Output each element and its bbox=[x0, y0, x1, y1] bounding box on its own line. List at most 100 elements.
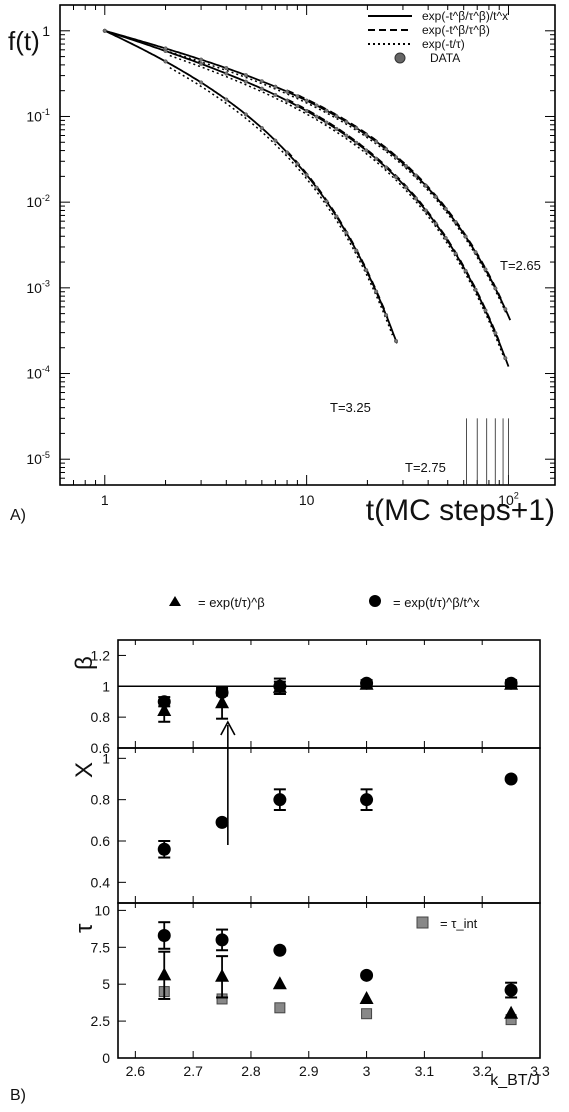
y-tick-label: 0 bbox=[102, 1050, 110, 1066]
triangle-point bbox=[504, 1005, 519, 1019]
x-tick-label: 10 bbox=[299, 492, 315, 508]
row-y-title: β bbox=[71, 656, 98, 670]
tau-int-square bbox=[361, 1008, 373, 1020]
curves bbox=[102, 28, 512, 485]
y-tick-label: 0.8 bbox=[91, 792, 111, 808]
panel-a-frame bbox=[59, 4, 556, 486]
y-tick-label: 0.6 bbox=[91, 833, 111, 849]
data-point bbox=[384, 147, 389, 152]
data-point bbox=[314, 103, 319, 108]
panel-a-decay-plot: 1 10 102 1 10-1 10-2 10-3 10-4 10-5 f(t) t(MC step… bbox=[8, 4, 556, 527]
arrow-head bbox=[220, 720, 236, 736]
x-tick-label: 2.7 bbox=[183, 1063, 203, 1079]
data-point bbox=[443, 206, 448, 211]
data-point bbox=[354, 248, 359, 253]
y-tick-label: 5 bbox=[102, 976, 110, 992]
data-point bbox=[394, 175, 399, 180]
y-tick-label: 10-1 bbox=[26, 107, 50, 124]
fit-curve-dashed bbox=[286, 89, 502, 299]
data-point bbox=[403, 185, 408, 190]
data-point bbox=[423, 208, 428, 213]
triangle-point bbox=[215, 968, 230, 982]
data-point bbox=[304, 98, 309, 103]
data-point bbox=[364, 132, 369, 137]
circle-point bbox=[360, 968, 374, 982]
curve-label: T=3.25 bbox=[330, 400, 371, 415]
data-point bbox=[259, 86, 264, 91]
x-axis-title: k_BT/J bbox=[490, 1072, 540, 1089]
circle-point bbox=[215, 933, 229, 947]
data-point bbox=[314, 114, 319, 119]
circle-point bbox=[504, 983, 518, 997]
data-point bbox=[273, 138, 278, 143]
y-axis-title: f(t) bbox=[8, 26, 40, 56]
data-point bbox=[199, 61, 204, 66]
data-point bbox=[384, 165, 389, 170]
panel-b-row-2: 0 2.5 5 7.5 10 τ = τ_int 2.6 2.7 2.8 2.9 3 3.1 3.2 3.3 bbox=[71, 902, 550, 1079]
data-point bbox=[463, 268, 468, 273]
panel-b-label: B) bbox=[10, 1087, 26, 1104]
x-tick-label: 2.9 bbox=[299, 1063, 319, 1079]
data-point bbox=[433, 221, 438, 226]
circle-point bbox=[504, 772, 518, 786]
data-point bbox=[433, 194, 438, 199]
row-frame bbox=[117, 747, 541, 904]
data-point bbox=[374, 289, 379, 294]
triangle-point bbox=[359, 990, 374, 1004]
data-point bbox=[224, 66, 229, 71]
y-tick-label: 0.8 bbox=[91, 709, 111, 725]
data-point bbox=[243, 112, 248, 117]
data-point bbox=[199, 57, 204, 62]
fit-curve-dotted bbox=[169, 54, 505, 358]
data-point bbox=[443, 236, 448, 241]
triangle-point bbox=[215, 695, 230, 709]
y-tick-label: 2.5 bbox=[91, 1013, 111, 1029]
data-point bbox=[374, 156, 379, 161]
panel-b-row-0: 0.6 0.8 1 1.2β bbox=[71, 639, 541, 756]
x-tick-label: 3.1 bbox=[415, 1063, 435, 1079]
circle-point bbox=[157, 842, 171, 856]
data-point bbox=[285, 89, 290, 94]
x-tick-label: 1 bbox=[101, 492, 109, 508]
data-point bbox=[163, 59, 168, 64]
data-point bbox=[163, 46, 168, 51]
fit-curve-dotted bbox=[169, 67, 394, 336]
data-point bbox=[334, 214, 339, 219]
circle-point bbox=[504, 676, 518, 690]
data-point bbox=[273, 84, 278, 89]
y-tick-label: 10-3 bbox=[26, 279, 50, 296]
legend-triangle-label: = exp(t/τ)^β bbox=[198, 595, 265, 610]
fit-curve-dashed bbox=[286, 150, 389, 318]
data-point bbox=[364, 148, 369, 153]
legend-circle-label: = exp(t/τ)^β/t^x bbox=[393, 595, 480, 610]
data-point bbox=[483, 267, 488, 272]
fit-curve-dotted bbox=[169, 51, 507, 313]
data-point bbox=[483, 308, 488, 313]
data-point bbox=[423, 183, 428, 188]
data-point bbox=[473, 250, 478, 255]
data-point bbox=[324, 199, 329, 204]
data-point bbox=[224, 71, 229, 76]
tau-int-square bbox=[274, 1002, 286, 1014]
row-y-title: X bbox=[71, 762, 98, 778]
legend-marker bbox=[394, 52, 406, 64]
data-point bbox=[224, 97, 229, 102]
data-point bbox=[413, 173, 418, 178]
data-point bbox=[503, 356, 508, 361]
data-point bbox=[314, 185, 319, 190]
data-point bbox=[493, 331, 498, 336]
data-point bbox=[453, 220, 458, 225]
data-point bbox=[273, 92, 278, 97]
y-tick-label: 10 bbox=[94, 902, 110, 918]
data-point bbox=[354, 126, 359, 131]
circle-point bbox=[273, 679, 287, 693]
x-axis-title: t(MC steps+1) bbox=[366, 494, 555, 527]
legend: exp(-t^β/τ^β)/t^xexp(-t^β/τ^β)exp(-t/τ)D… bbox=[368, 9, 508, 65]
y-tick-label: 1 bbox=[102, 678, 110, 694]
data-point bbox=[199, 80, 204, 85]
data-point bbox=[243, 73, 248, 78]
y-tick-label: 0.4 bbox=[91, 874, 111, 890]
row-frame bbox=[117, 902, 541, 1059]
data-point bbox=[473, 287, 478, 292]
data-point bbox=[295, 103, 300, 108]
